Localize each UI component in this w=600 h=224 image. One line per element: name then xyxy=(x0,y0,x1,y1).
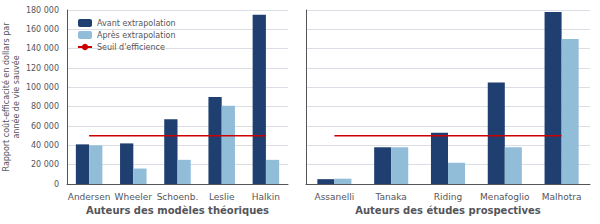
svg-text:Malhotra: Malhotra xyxy=(542,192,582,202)
svg-text:40 000: 40 000 xyxy=(31,141,59,150)
svg-text:Auteurs des modèles théoriques: Auteurs des modèles théoriques xyxy=(86,205,269,216)
svg-text:80 000: 80 000 xyxy=(31,102,59,111)
svg-text:Leslie: Leslie xyxy=(209,192,235,202)
svg-text:Assanelli: Assanelli xyxy=(315,192,355,202)
svg-text:année de vie sauvée: année de vie sauvée xyxy=(11,55,21,138)
svg-text:Seuil d'efficience: Seuil d'efficience xyxy=(97,43,165,52)
svg-text:140 000: 140 000 xyxy=(26,44,59,53)
svg-text:100 000: 100 000 xyxy=(26,83,59,92)
svg-text:Wheeler: Wheeler xyxy=(115,192,153,202)
svg-text:Rapport coût-efficacité en dol: Rapport coût-efficacité en dollars par xyxy=(1,22,11,172)
svg-text:0: 0 xyxy=(54,180,59,189)
svg-text:Andersen: Andersen xyxy=(68,192,111,202)
svg-text:Auteurs des études prospective: Auteurs des études prospectives xyxy=(355,205,541,216)
svg-text:Halkin: Halkin xyxy=(252,192,280,202)
svg-text:Après extrapolation: Après extrapolation xyxy=(97,30,176,40)
svg-text:Menafoglio: Menafoglio xyxy=(480,192,530,202)
svg-text:Schoenb.: Schoenb. xyxy=(157,192,199,202)
svg-text:120 000: 120 000 xyxy=(26,64,59,73)
svg-text:180 000: 180 000 xyxy=(26,6,59,15)
svg-text:20 000: 20 000 xyxy=(31,160,59,169)
svg-text:60 000: 60 000 xyxy=(31,122,59,131)
svg-text:Riding: Riding xyxy=(434,192,462,202)
svg-text:Tanaka: Tanaka xyxy=(375,192,407,202)
svg-text:160 000: 160 000 xyxy=(26,25,59,34)
svg-text:Avant extrapolation: Avant extrapolation xyxy=(97,19,176,28)
